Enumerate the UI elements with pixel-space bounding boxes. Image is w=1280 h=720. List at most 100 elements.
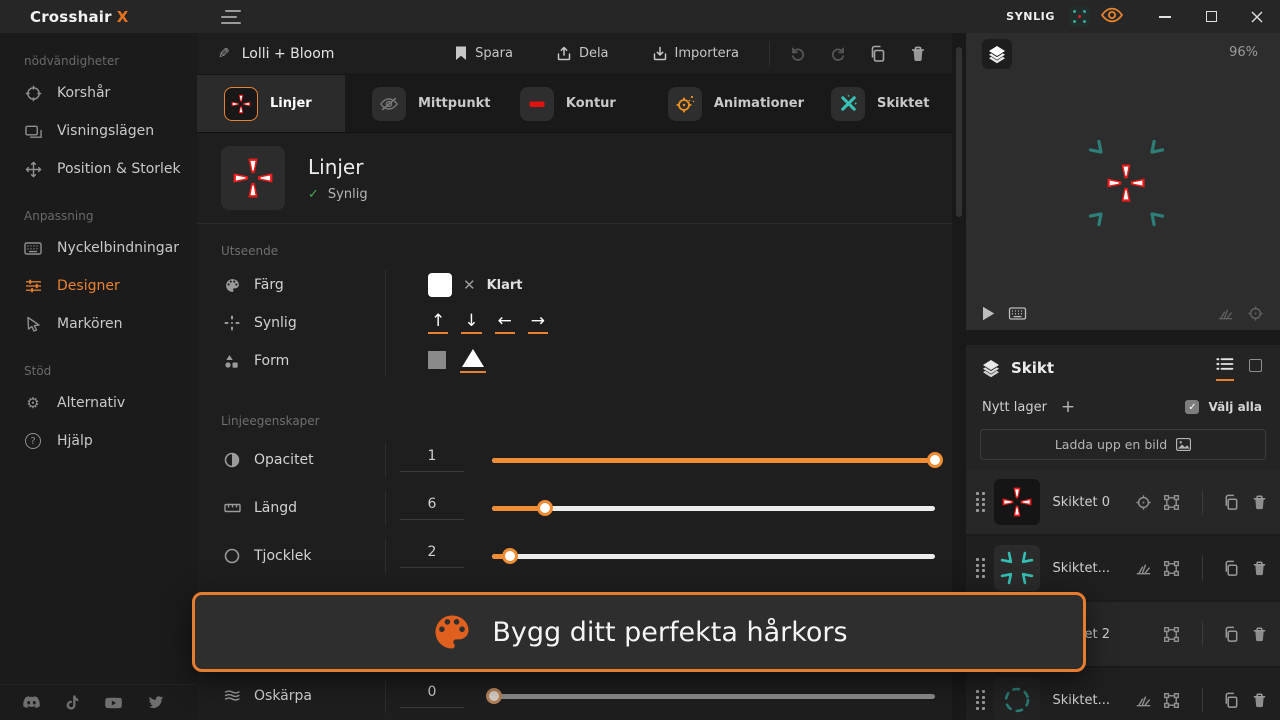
save-button[interactable]: Spara: [433, 46, 535, 61]
trash-icon[interactable]: [1251, 626, 1268, 643]
sidebar-item-alternativ[interactable]: ⚙ Alternativ: [0, 384, 197, 422]
drag-handle-icon[interactable]: [976, 558, 985, 578]
copy-icon[interactable]: [1223, 494, 1240, 511]
bloom-tick-icon: [1085, 136, 1109, 160]
length-value[interactable]: 6: [400, 496, 464, 520]
sidebar-item-korshar[interactable]: Korshår: [0, 74, 197, 112]
new-layer-button[interactable]: Nytt lager: [982, 400, 1047, 415]
titlebar: CrosshairX SYNLIG: [0, 0, 1280, 33]
copy-icon[interactable]: [1223, 560, 1240, 577]
target-icon[interactable]: [1135, 494, 1152, 511]
detail-title: Linjer: [308, 155, 368, 179]
drag-handle-icon[interactable]: [976, 690, 985, 710]
tab-animationer[interactable]: Animationer: [641, 75, 804, 132]
trash-icon[interactable]: [1251, 560, 1268, 577]
trash-icon[interactable]: [1251, 494, 1268, 511]
select-all-control[interactable]: ✓ Välj alla: [1185, 400, 1262, 414]
sidebar-item-position-storlek[interactable]: Position & Storlek: [0, 150, 197, 188]
redo-button[interactable]: [818, 46, 858, 62]
opacity-slider[interactable]: [492, 451, 935, 469]
sidebar-item-markoren[interactable]: Markören: [0, 305, 197, 343]
share-button[interactable]: Dela: [535, 46, 631, 61]
select-all-checkbox[interactable]: ✓: [1185, 400, 1199, 414]
arrow-left-toggle[interactable]: ←: [495, 312, 515, 335]
layer-thumbnail: [994, 545, 1040, 591]
arrow-up-toggle[interactable]: ↑: [428, 312, 448, 335]
maximize-button[interactable]: [1188, 0, 1234, 33]
blur-value[interactable]: 0: [400, 684, 464, 708]
brush-strokes-icon[interactable]: [1217, 305, 1234, 322]
shape-square-option[interactable]: [428, 351, 446, 369]
zoom-level: 96%: [1229, 45, 1258, 60]
tab-kontur[interactable]: Kontur: [493, 75, 641, 132]
brush-strokes-icon[interactable]: [1135, 560, 1152, 577]
blur-slider[interactable]: [492, 687, 935, 705]
length-slider[interactable]: [492, 499, 935, 517]
redo-icon: [830, 46, 846, 62]
clear-color-icon[interactable]: ✕: [463, 276, 476, 294]
sidebar-item-hjalp[interactable]: ? Hjälp: [0, 422, 197, 460]
scrollbar-thumb[interactable]: [956, 47, 962, 217]
bloom-tick-icon: [1143, 205, 1167, 229]
palette-icon: [223, 277, 241, 294]
frame-icon[interactable]: [1163, 692, 1180, 709]
copy-icon[interactable]: [1223, 626, 1240, 643]
keyboard-icon[interactable]: [1008, 307, 1027, 320]
sidebar-item-nyckelbindningar[interactable]: Nyckelbindningar: [0, 229, 197, 267]
brush-strokes-icon[interactable]: [1135, 692, 1152, 709]
color-swatch[interactable]: [428, 273, 452, 297]
undo-button[interactable]: [778, 46, 818, 62]
frame-icon[interactable]: [1163, 560, 1180, 577]
list-view-icon[interactable]: [1216, 356, 1234, 381]
discord-icon[interactable]: [23, 696, 40, 709]
frame-icon[interactable]: [1163, 494, 1180, 511]
arrow-down-toggle[interactable]: ↓: [461, 312, 481, 335]
tab-label: Linjer: [270, 96, 312, 111]
profile-name: Lolli + Bloom: [242, 46, 335, 62]
tiktok-icon[interactable]: [66, 695, 79, 710]
thickness-slider[interactable]: [492, 547, 935, 565]
layer-tools-icon: [831, 87, 865, 121]
sidebar-item-visningslagen[interactable]: Visningslägen: [0, 112, 197, 150]
profile-name-row[interactable]: ✎ Lolli + Bloom: [218, 46, 334, 62]
shape-triangle-option[interactable]: [460, 349, 486, 373]
import-button[interactable]: Importera: [631, 46, 761, 61]
upload-image-button[interactable]: Ladda upp en bild: [980, 429, 1266, 460]
twitter-icon[interactable]: [148, 696, 164, 709]
opacity-value[interactable]: 1: [400, 448, 464, 472]
mini-crosshair-icon[interactable]: [1069, 6, 1090, 27]
layer-row[interactable]: Skiktet...: [966, 668, 1280, 720]
hamburger-menu-icon[interactable]: [221, 10, 241, 24]
minimize-button[interactable]: [1142, 0, 1188, 33]
add-layer-icon[interactable]: +: [1061, 397, 1075, 417]
copy-icon[interactable]: [1223, 692, 1240, 709]
thickness-value[interactable]: 2: [400, 544, 464, 568]
crosshair-small-icon: [223, 315, 241, 331]
play-icon[interactable]: [982, 306, 995, 321]
drag-handle-icon[interactable]: [976, 492, 985, 512]
delete-button[interactable]: [898, 45, 938, 63]
frame-icon[interactable]: [1163, 626, 1180, 643]
eye-icon[interactable]: [1100, 6, 1124, 28]
close-button[interactable]: [1234, 0, 1280, 33]
bookmark-icon: [455, 46, 467, 61]
sidebar-item-designer[interactable]: Designer: [0, 267, 197, 305]
duplicate-button[interactable]: [858, 45, 898, 63]
layer-row[interactable]: Skiktet 0: [966, 470, 1280, 536]
arrow-right-toggle[interactable]: →: [528, 312, 548, 335]
layer-name: Skiktet 0: [1053, 495, 1136, 510]
youtube-icon[interactable]: [105, 697, 122, 709]
slider-label: Längd: [254, 500, 374, 516]
outline-dash-icon: [520, 87, 554, 121]
target-icon[interactable]: [1247, 305, 1264, 322]
tab-linjer[interactable]: Linjer: [197, 75, 345, 132]
tab-skiktet[interactable]: Skiktet: [804, 75, 952, 132]
opacity-slider-row: Opacitet 1: [197, 436, 952, 484]
banner-text: Bygg ditt perfekta hårkors: [492, 617, 847, 648]
layers-toggle-button[interactable]: [982, 39, 1012, 69]
slider-label: Oskärpa: [254, 688, 374, 704]
trash-icon[interactable]: [1251, 692, 1268, 709]
tab-mittpunkt[interactable]: Mittpunkt: [345, 75, 493, 132]
shapes-icon: [223, 354, 241, 369]
grid-view-icon[interactable]: [1249, 359, 1262, 372]
